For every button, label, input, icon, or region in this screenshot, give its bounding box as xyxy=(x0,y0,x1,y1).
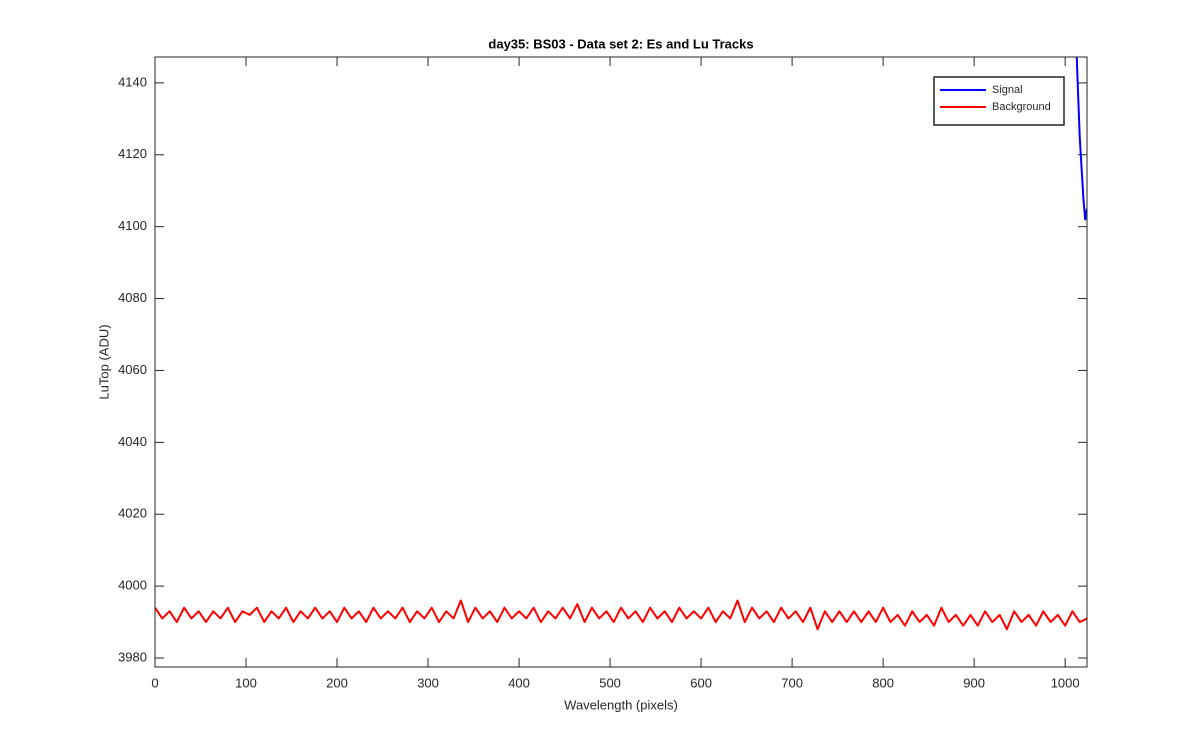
x-tick-label: 500 xyxy=(599,675,621,690)
y-tick-label: 4120 xyxy=(118,146,147,161)
axes-box xyxy=(154,56,1088,668)
x-tick-label: 100 xyxy=(235,675,257,690)
x-tick-label: 0 xyxy=(151,675,158,690)
y-tick-label: 4080 xyxy=(118,290,147,305)
series-line xyxy=(155,599,1087,631)
y-tick-label: 4060 xyxy=(118,362,147,377)
x-tick-label: 700 xyxy=(781,675,803,690)
plot-area xyxy=(155,57,1087,667)
x-axis-label: Wavelength (pixels) xyxy=(564,697,678,712)
x-tick-label: 300 xyxy=(417,675,439,690)
y-tick-label: 4140 xyxy=(118,74,147,89)
legend-label: Background xyxy=(992,101,1051,113)
y-tick-label: 4040 xyxy=(118,434,147,449)
legend-label: Signal xyxy=(992,84,1023,96)
y-tick-label: 4000 xyxy=(118,578,147,593)
plot-lines xyxy=(155,57,1087,631)
y-tick-label: 4100 xyxy=(118,218,147,233)
x-tick-label: 400 xyxy=(508,675,530,690)
x-tick-label: 800 xyxy=(872,675,894,690)
legend: Signal Background xyxy=(933,76,1065,126)
y-tick-label: 3980 xyxy=(118,649,147,664)
chart-title: day35: BS03 - Data set 2: Es and Lu Trac… xyxy=(488,36,753,51)
x-tick-label: 900 xyxy=(963,675,985,690)
legend-box xyxy=(933,76,1065,126)
series-line xyxy=(1075,57,1087,221)
x-tick-label: 1000 xyxy=(1051,675,1080,690)
y-axis-label: LuTop (ADU) xyxy=(96,324,111,399)
x-tick-label: 600 xyxy=(690,675,712,690)
y-tick-label: 4020 xyxy=(118,506,147,521)
x-tick-label: 200 xyxy=(326,675,348,690)
